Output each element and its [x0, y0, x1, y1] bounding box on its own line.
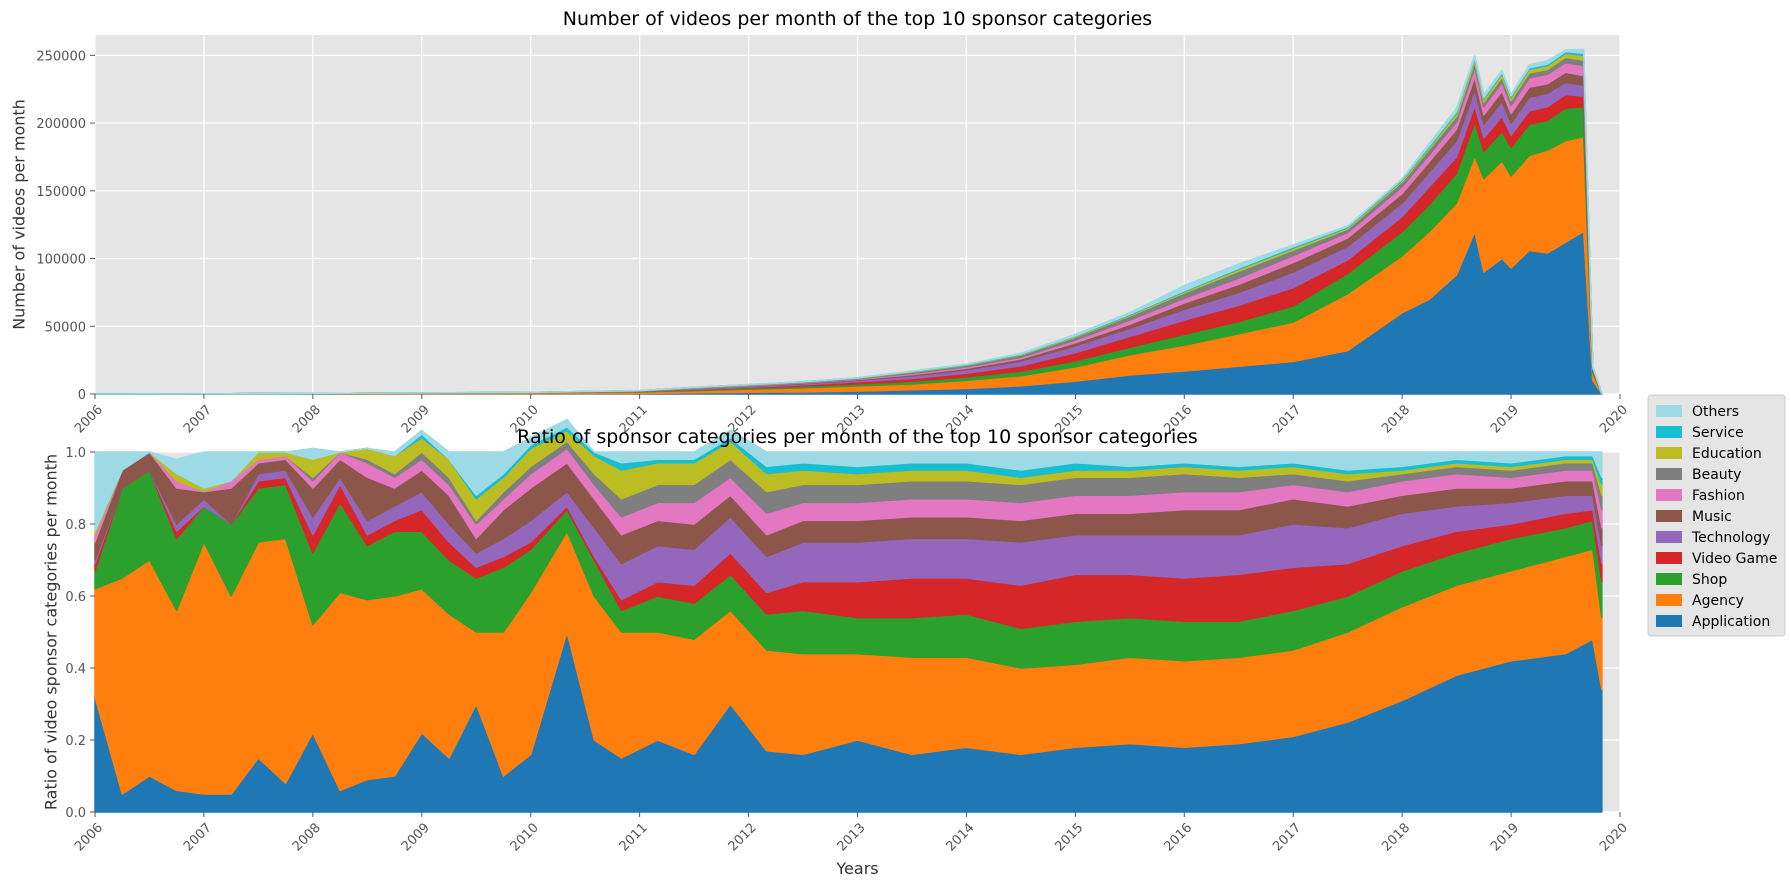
legend-swatch	[1656, 489, 1682, 501]
legend-swatch	[1656, 468, 1682, 480]
legend-label: Shop	[1692, 572, 1727, 588]
chart-title-top: Number of videos per month of the top 10…	[563, 8, 1152, 30]
area-others	[94, 48, 1603, 395]
legend-swatch	[1656, 531, 1682, 543]
legend-swatch	[1656, 615, 1682, 627]
legend-label: Technology	[1691, 530, 1770, 546]
y-tick-label: 150000	[36, 185, 86, 200]
x-tick-label: 2018	[1379, 402, 1413, 436]
stacked-areas-bottom	[94, 418, 1603, 813]
y-tick-label: 50000	[45, 320, 86, 335]
x-tick-label: 2019	[1488, 402, 1522, 436]
x-tick-label: 2012	[726, 820, 760, 854]
legend-label: Others	[1692, 404, 1739, 420]
x-tick-label: 2008	[290, 402, 324, 436]
x-tick-label: 2006	[72, 820, 106, 854]
y-tick-label: 0.6	[65, 590, 86, 605]
x-tick-label: 2019	[1488, 820, 1522, 854]
y-tick-label: 0.0	[65, 806, 86, 821]
x-tick-label: 2009	[399, 402, 433, 436]
legend-label: Music	[1692, 509, 1732, 525]
legend-label: Service	[1692, 425, 1744, 441]
x-tick-label: 2016	[1161, 820, 1195, 854]
legend-box	[1647, 394, 1786, 637]
x-tick-label: 2015	[1052, 820, 1086, 854]
legend-swatch	[1656, 426, 1682, 438]
legend: Others Service Education Beauty Fashion Music…	[1647, 394, 1786, 637]
x-tick-label: 2017	[1270, 402, 1304, 436]
legend-swatch	[1656, 573, 1682, 585]
x-tick-label: 2010	[508, 820, 542, 854]
legend-swatch	[1656, 405, 1682, 417]
x-tick-label: 2020	[1597, 820, 1631, 854]
y-tick-label: 200000	[36, 117, 86, 132]
y-tick-label: 0.4	[65, 662, 86, 677]
y-tick-label: 0.2	[65, 734, 86, 749]
y-tick-label: 0.8	[65, 518, 86, 533]
legend-label: Beauty	[1692, 467, 1741, 483]
y-axis-label-top: Number of videos per month	[10, 99, 29, 330]
x-tick-label: 2017	[1270, 820, 1304, 854]
legend-label: Education	[1692, 446, 1762, 462]
y-tick-label: 250000	[36, 49, 86, 64]
legend-swatch	[1656, 552, 1682, 564]
legend-swatch	[1656, 594, 1682, 606]
stacked-areas-top	[94, 48, 1603, 395]
legend-swatch	[1656, 447, 1682, 459]
legend-label: Agency	[1692, 593, 1744, 609]
x-axis-label-bottom: Years	[835, 859, 878, 878]
x-tick-label: 2007	[181, 820, 215, 854]
legend-swatch	[1656, 510, 1682, 522]
y-tick-label: 0	[78, 388, 86, 403]
x-tick-label: 2018	[1379, 820, 1413, 854]
legend-label: Fashion	[1692, 488, 1745, 504]
videos-per-month-chart: 2006 2007 2008 2009 2010 2011 2012 2013 2014 2015…	[10, 8, 1632, 436]
legend-label: Application	[1692, 614, 1770, 630]
y-tick-label: 100000	[36, 253, 86, 268]
x-tick-label: 2009	[399, 820, 433, 854]
legend-label: Video Game	[1692, 551, 1777, 567]
x-tick-label: 2008	[290, 820, 324, 854]
ratio-per-month-chart: 2006 2007 2008 2009 2010 2011 2012 2013 2014 2015…	[42, 418, 1631, 878]
y-axis-label-bottom: Ratio of video sponsor categories per mo…	[42, 454, 61, 810]
x-tick-label: 2007	[181, 402, 215, 436]
x-tick-label: 2013	[835, 820, 869, 854]
area-others	[94, 418, 1603, 532]
x-tick-label: 2020	[1597, 402, 1631, 436]
x-tick-label: 2006	[72, 402, 106, 436]
chart-title-bottom: Ratio of sponsor categories per month of…	[517, 426, 1198, 448]
x-tick-label: 2011	[617, 820, 651, 854]
x-tick-label: 2014	[943, 820, 977, 854]
y-tick-label: 1.0	[65, 446, 86, 461]
